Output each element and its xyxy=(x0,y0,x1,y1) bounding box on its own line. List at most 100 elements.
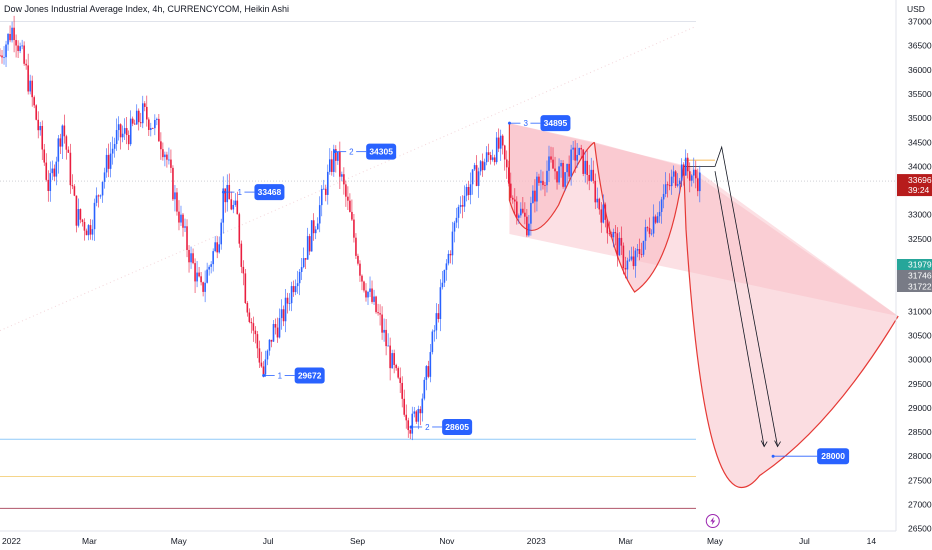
price-tick: 28500 xyxy=(908,427,932,437)
candle-body xyxy=(678,180,681,185)
candle-body xyxy=(312,220,315,234)
candle-body xyxy=(91,229,94,235)
candle-body xyxy=(514,199,516,202)
candle-body xyxy=(666,184,669,186)
candle-body xyxy=(3,57,5,59)
candle-body xyxy=(83,221,86,231)
candle-body xyxy=(554,168,556,172)
candle-body xyxy=(363,281,365,291)
candle-body xyxy=(109,153,112,169)
candle-body xyxy=(614,232,617,234)
candle-body xyxy=(174,192,176,200)
candle-body xyxy=(150,127,152,130)
candle-body xyxy=(21,45,23,47)
candle-body xyxy=(67,149,70,153)
candle-body xyxy=(640,253,643,255)
candle-body xyxy=(532,190,534,203)
candle-body xyxy=(57,138,60,162)
candle-body xyxy=(413,411,416,414)
candle-body xyxy=(487,152,490,156)
candle-body xyxy=(552,159,554,169)
candle-body xyxy=(85,230,88,236)
candle-body xyxy=(582,149,584,174)
candle-body xyxy=(409,430,412,434)
candle-body xyxy=(0,55,1,57)
candle-body xyxy=(431,331,434,353)
candle-body xyxy=(399,377,401,383)
candle-body xyxy=(509,183,512,198)
candle-body xyxy=(276,327,279,338)
candle-body xyxy=(49,173,52,192)
price-tick: 36500 xyxy=(908,41,932,51)
candle-body xyxy=(226,184,229,203)
candle-body xyxy=(188,249,190,263)
candle-body xyxy=(220,222,223,245)
candle-body xyxy=(473,165,476,170)
candle-body xyxy=(642,240,645,255)
candle-body xyxy=(550,156,552,160)
candle-body xyxy=(467,186,470,196)
candle-body xyxy=(5,44,7,58)
candle-body xyxy=(326,171,329,195)
candle-body xyxy=(477,171,480,186)
candle-body xyxy=(182,214,184,228)
candle-body xyxy=(262,366,265,375)
candle-body xyxy=(117,124,120,131)
candle-body xyxy=(680,164,683,181)
candle-body xyxy=(339,152,341,177)
candle-body xyxy=(668,185,671,187)
price-tick: 29000 xyxy=(908,403,932,413)
time-tick: 2023 xyxy=(527,536,546,546)
candle-body xyxy=(616,233,619,256)
time-tick: Jul xyxy=(799,536,810,546)
candle-body xyxy=(425,366,428,380)
candle-body xyxy=(180,214,182,223)
candle-body xyxy=(411,413,414,434)
candle-body xyxy=(556,171,558,183)
candle-body xyxy=(270,339,273,342)
price-tick: 28000 xyxy=(908,451,932,461)
candle-body xyxy=(69,152,72,186)
candle-body xyxy=(699,172,701,192)
annotation-label: 34305 xyxy=(366,143,397,160)
candle-body xyxy=(168,159,170,161)
candle-body xyxy=(646,227,649,229)
candle-body xyxy=(361,275,363,282)
candle-body xyxy=(97,195,100,197)
time-tick: 14 xyxy=(867,536,877,546)
candle-body xyxy=(302,258,305,268)
candle-body xyxy=(560,162,562,167)
price-axis[interactable]: USD 26500 27000 27500 28000 28500 29000 29500 30… xyxy=(895,0,932,534)
candle-body xyxy=(51,168,54,174)
pattern-drawing xyxy=(508,123,899,488)
candle-body xyxy=(538,176,540,183)
candle-body xyxy=(407,420,410,431)
candle-body xyxy=(427,366,430,377)
countdown-value: 39:24 xyxy=(908,185,930,195)
candle-body xyxy=(662,193,665,200)
candle-body xyxy=(650,233,653,235)
candle-body xyxy=(634,250,637,267)
right-shoulder-projection xyxy=(683,166,899,488)
candle-body xyxy=(429,352,432,377)
price-tick: 27000 xyxy=(908,500,932,510)
candle-body xyxy=(111,148,114,154)
candle-body xyxy=(176,192,178,212)
candle-body xyxy=(146,106,148,120)
price-tag-bg xyxy=(897,270,932,281)
price-tick: 31000 xyxy=(908,306,932,316)
candle-body xyxy=(620,237,623,246)
candle-body xyxy=(542,180,544,186)
flash-icon[interactable] xyxy=(705,514,720,528)
time-axis[interactable]: 2022 Mar May Jul Sep Nov 2023 Mar May Jul 14 xyxy=(0,514,896,547)
candle-body xyxy=(503,145,506,160)
candle-body xyxy=(548,156,550,171)
candle-body xyxy=(387,345,389,347)
candle-body xyxy=(461,205,464,207)
candle-body xyxy=(1,55,3,58)
candle-body xyxy=(256,334,259,349)
time-tick: May xyxy=(171,536,188,546)
candle-body xyxy=(93,202,96,230)
candle-body xyxy=(660,199,663,212)
